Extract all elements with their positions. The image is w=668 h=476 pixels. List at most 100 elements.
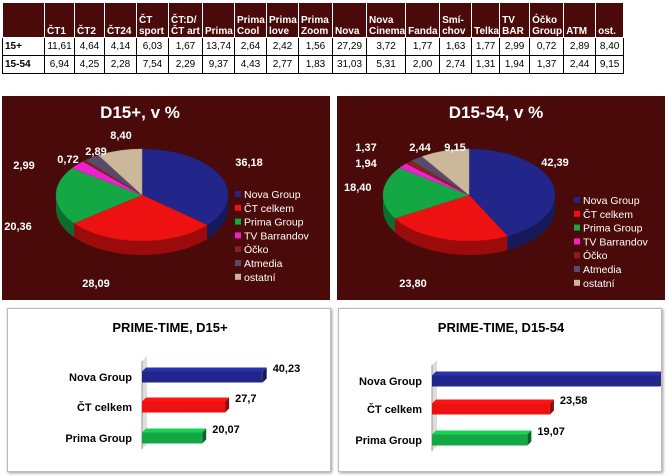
pie-slice-side — [74, 223, 208, 256]
legend-swatch — [574, 266, 580, 272]
table-cell: 8,40 — [595, 37, 625, 56]
table-header-cell: Prima Zoom — [298, 2, 333, 38]
table-cell: 1,56 — [298, 37, 333, 56]
table-header-cell: ČT sport — [136, 2, 169, 38]
pie-value-label: 28,09 — [82, 278, 110, 290]
pie-value-label: 2,99 — [13, 160, 34, 172]
bar — [142, 397, 230, 413]
legend-swatch — [574, 224, 580, 231]
pie-value-label: 1,94 — [355, 158, 377, 170]
pie-slice-nova-group — [141, 148, 229, 226]
table-cell: 1,77 — [471, 37, 501, 56]
table-cell: 2,77 — [266, 55, 299, 74]
bar-value-label: 40,23 — [273, 363, 301, 375]
table-cell: 2,99 — [499, 37, 531, 56]
table-cell: 0,72 — [529, 37, 565, 56]
legend-swatch — [574, 210, 580, 217]
legend-swatch — [235, 218, 241, 225]
bar — [142, 428, 207, 444]
pie-chart-d15plus: D15+, v % 36,18 28,09 20,36 2,99 0,72 2,89 8,40… — [2, 96, 330, 300]
table-cell: 4,43 — [234, 55, 267, 74]
pie-slice-ostatn- — [421, 148, 470, 196]
legend-item: Óčko — [583, 249, 608, 262]
pie-slice-prima-group — [382, 167, 470, 219]
table-header-cell: ČT24 — [104, 2, 137, 38]
table-header-cell: Óčko Group — [529, 2, 565, 38]
table-cell: 2,74 — [439, 55, 473, 74]
pie-value-label: 20,36 — [4, 221, 32, 233]
pie-depth — [383, 195, 555, 255]
table-header-cell: Prima — [202, 2, 235, 38]
legend-swatch — [574, 252, 580, 259]
legend-item: ostatní — [244, 272, 276, 284]
pie-value-label: 9,15 — [444, 142, 465, 154]
category-label: Nova Group — [359, 376, 422, 388]
table-cell: 31,03 — [332, 55, 367, 74]
table-cell: 6,03 — [136, 37, 169, 56]
category-label: ČT celkem — [77, 401, 132, 414]
pie-value-label: 2,44 — [409, 142, 431, 154]
legend-item: ostatní — [583, 278, 615, 290]
legend-item: TV Barrandov — [583, 236, 649, 248]
bar-value-label: 23,58 — [560, 395, 588, 407]
table-header-row: ČT1 ČT2 ČT24 ČT sport ČT:D/ ČT art Prima Prima… — [2, 2, 625, 38]
legend-item: Prima Group — [583, 223, 643, 235]
legend-item: TV Barrandov — [244, 230, 310, 242]
table-header-cell: Prima love — [266, 2, 299, 38]
legend-swatch — [235, 273, 241, 280]
table-corner-cell — [2, 2, 45, 38]
legend-swatch — [235, 204, 241, 211]
pie-slice-nova-group — [468, 148, 556, 237]
share-table: ČT1 ČT2 ČT24 ČT sport ČT:D/ ČT art Prima Prima… — [2, 2, 625, 74]
table-header-cell: Nova Cinema — [365, 2, 407, 38]
bar — [432, 371, 661, 387]
table-header-cell: Smí- chov — [439, 2, 473, 38]
chart-title: PRIME-TIME, D15-54 — [438, 320, 565, 335]
pie-slice-side — [507, 195, 555, 251]
bar-value-label: 27,7 — [235, 393, 256, 405]
table-cell: 1,83 — [298, 55, 333, 74]
pie-value-label: 42,39 — [541, 157, 569, 169]
legend-swatch — [235, 246, 241, 253]
legend-swatch — [235, 260, 241, 266]
legend-item: Atmedia — [244, 258, 283, 270]
table-row: 15-54 6,94 4,25 2,28 7,54 2,29 9,37 4,43 2,77 1,8… — [2, 55, 625, 74]
legend-swatch — [574, 279, 580, 286]
bar-chart-primetime-d15plus: PRIME-TIME, D15+ Nova Group 40,23 ČT celkem… — [7, 308, 331, 472]
category-label: Prima Group — [355, 435, 422, 447]
table-cell: 1,67 — [168, 37, 203, 56]
chart-title: PRIME-TIME, D15+ — [112, 320, 228, 335]
table-row-label: 15+ — [2, 37, 45, 56]
table-cell: 9,15 — [595, 55, 625, 74]
pie-chart-d15-54: D15-54, v % 42,39 23,80 18,40 1,94 1,37 2,44 9,… — [337, 96, 665, 300]
table-header-cell: ČT:D/ ČT art — [168, 2, 203, 38]
bar — [432, 399, 554, 415]
table-cell: 4,64 — [74, 37, 105, 56]
legend-item: Atmedia — [583, 264, 622, 276]
table-cell: 2,00 — [405, 55, 441, 74]
table-cell: 2,29 — [168, 55, 203, 74]
table-cell: 2,64 — [234, 37, 267, 56]
table-cell: 1,31 — [471, 55, 501, 74]
pie-slice--t-celkem — [394, 194, 508, 242]
table-cell: 7,54 — [136, 55, 169, 74]
table-header-cell: ATM — [563, 2, 597, 38]
pie-value-label: 23,80 — [399, 278, 427, 290]
table-header-cell: Fanda — [405, 2, 441, 38]
legend-item: Óčko — [244, 243, 269, 256]
legend-item: Nova Group — [244, 189, 301, 201]
table-header-cell: Nova — [332, 2, 367, 38]
table-cell: 1,77 — [405, 37, 441, 56]
category-label: Nova Group — [69, 372, 132, 384]
table-cell: 1,37 — [529, 55, 565, 74]
table-header-cell: Telka — [471, 2, 501, 38]
table-cell: 11,61 — [44, 37, 75, 56]
table-header-cell: ČT1 — [44, 2, 75, 38]
table-cell: 27,29 — [332, 37, 367, 56]
bar — [142, 367, 267, 383]
pie-value-label: 36,18 — [235, 157, 263, 169]
legend-item: ČT celkem — [244, 202, 294, 215]
pie-slice--t-celkem — [73, 194, 208, 242]
